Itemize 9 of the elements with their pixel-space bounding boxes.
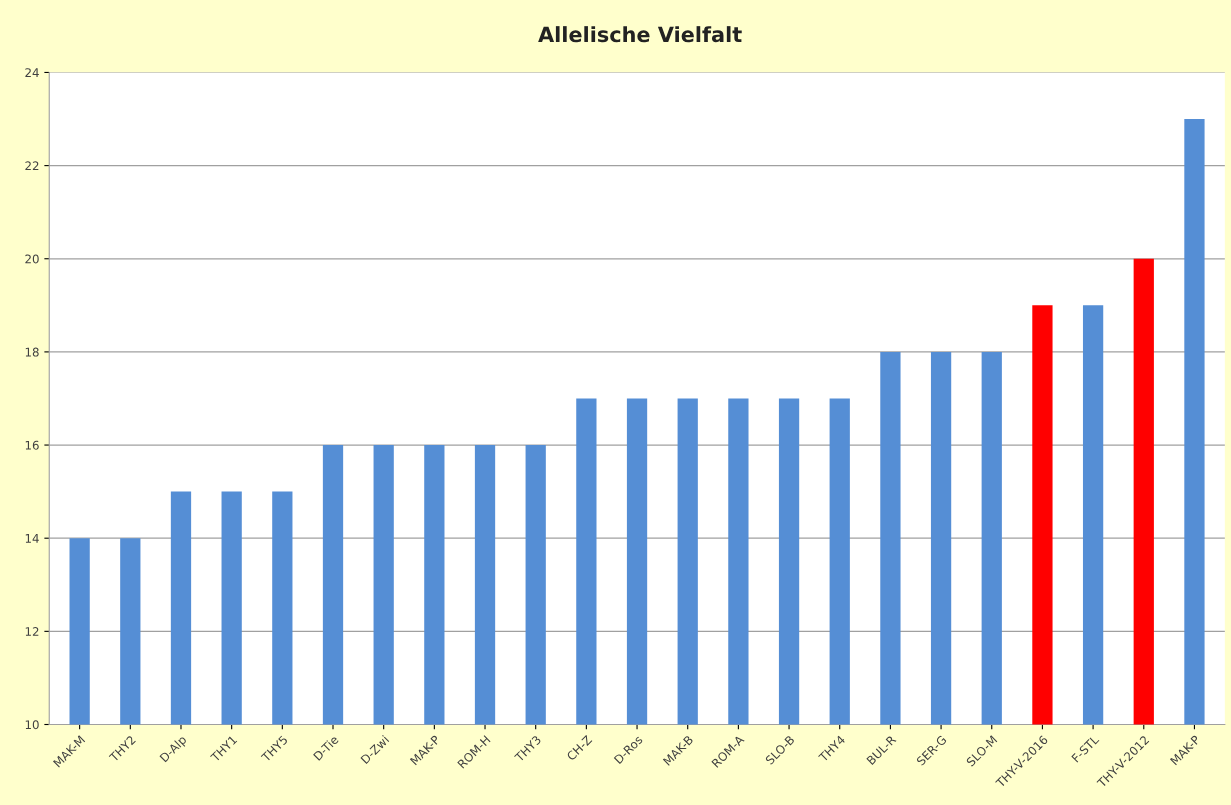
y-tick-label: 22 [25, 161, 39, 171]
y-tick-label: 18 [25, 347, 39, 357]
y-tick-label: 24 [25, 68, 39, 77]
chart-title: Allelische Vielfalt [538, 26, 742, 43]
y-tick-label: 12 [25, 627, 39, 636]
y-tick-label: 20 [25, 254, 39, 264]
y-tick-label: 10 [25, 720, 39, 730]
y-tick-label: 14 [25, 534, 39, 543]
y-tick-label: 16 [25, 440, 39, 450]
